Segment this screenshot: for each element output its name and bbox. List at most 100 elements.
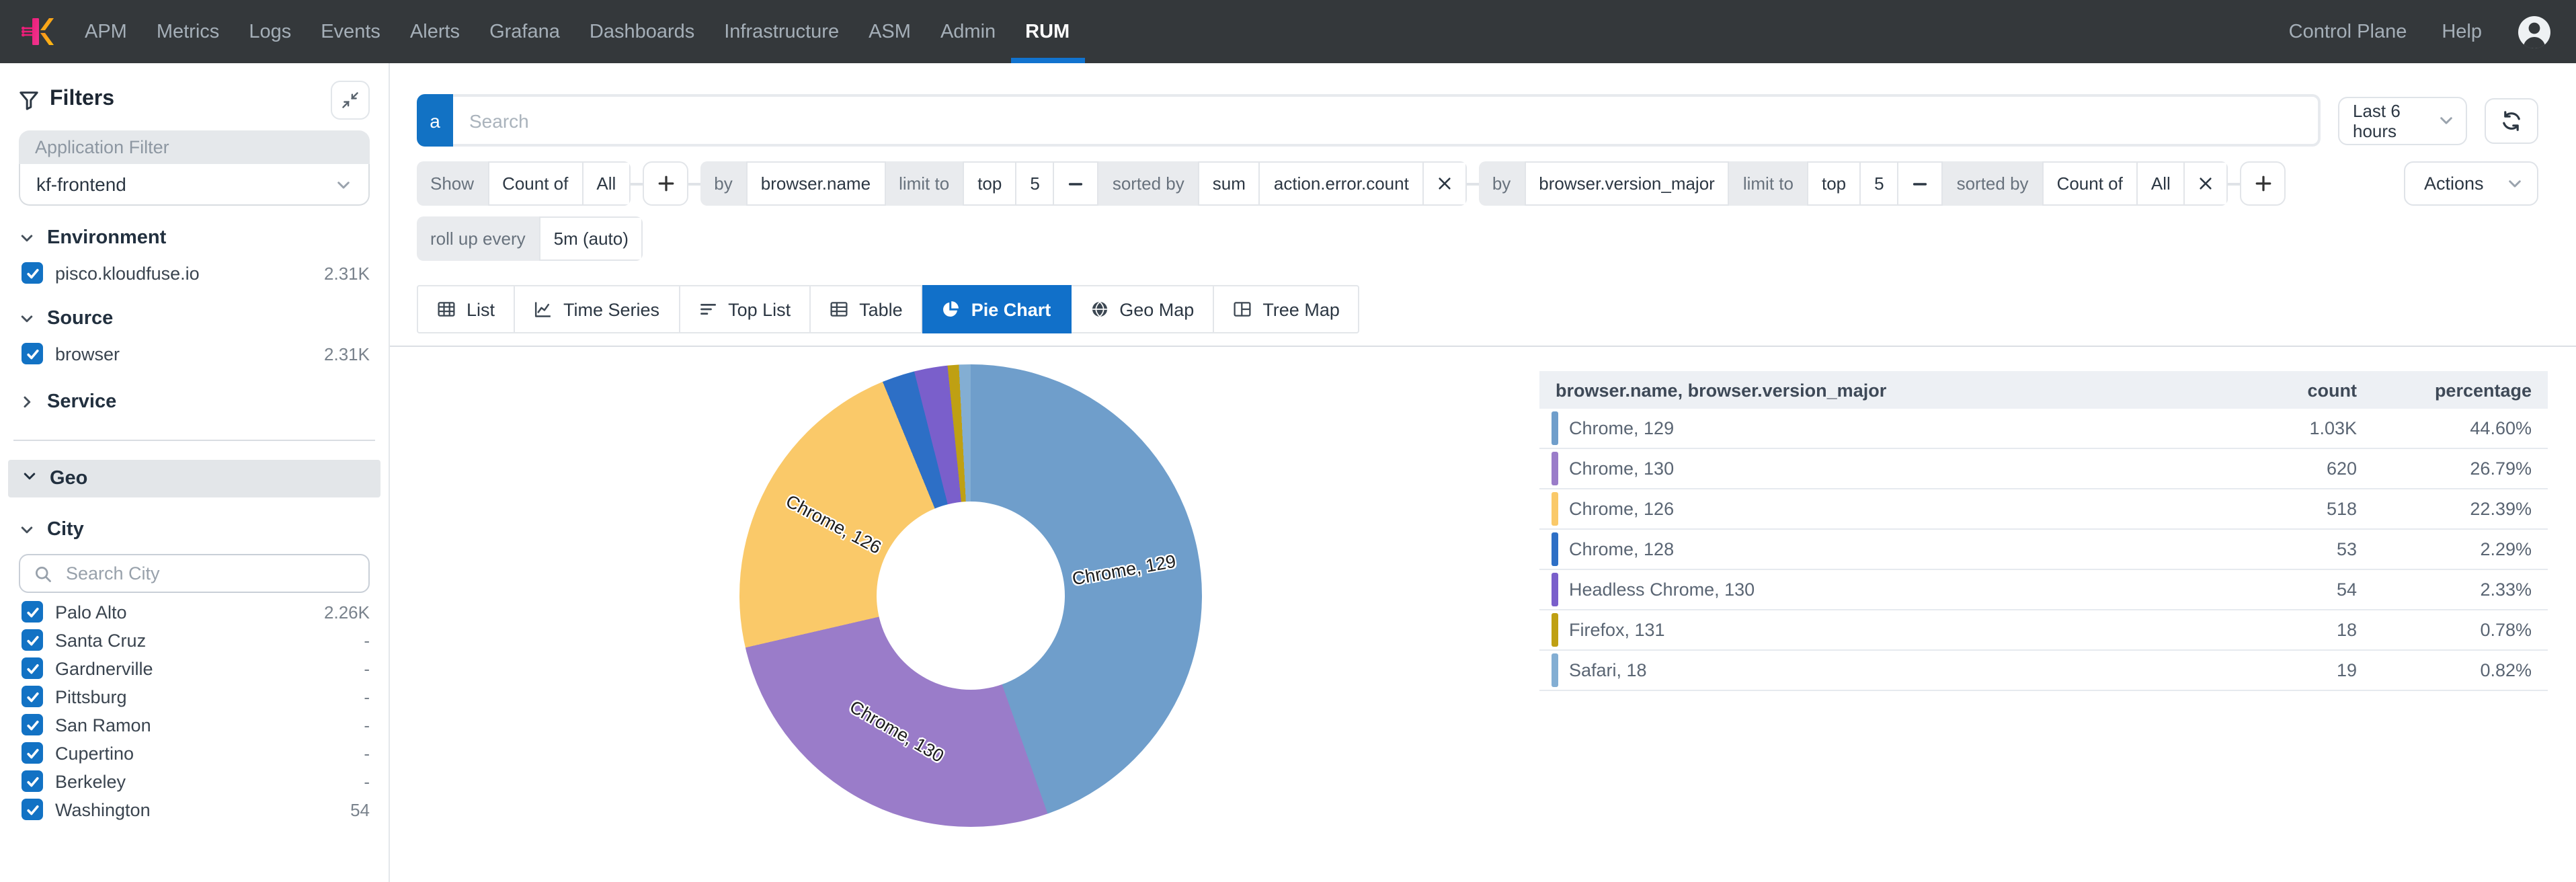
table-row[interactable]: Chrome, 130 620 26.79% [1539, 449, 2548, 489]
checkbox-checked[interactable] [22, 343, 43, 364]
checkbox-checked[interactable] [22, 686, 43, 707]
query-chip-browser-version-major[interactable]: browser.version_major [1524, 161, 1730, 206]
nav-item-infrastructure[interactable]: Infrastructure [724, 21, 840, 42]
filter-option-pittsburg[interactable]: Pittsburg - [19, 686, 370, 707]
section-service[interactable]: Service [19, 391, 370, 413]
checkbox-checked[interactable] [22, 714, 43, 735]
nav-help[interactable]: Help [2442, 21, 2482, 42]
application-filter-select[interactable]: kf-frontend [19, 164, 370, 206]
filter-option-label: Palo Alto [55, 602, 127, 622]
pie-chart[interactable]: Chrome, 129 Chrome, 130 Chrome, 126 [739, 364, 1202, 827]
query-chip-label-limit-to: limit to [899, 173, 950, 194]
kloudfuse-logo-icon[interactable] [20, 0, 56, 63]
remove-chip-button[interactable] [1054, 161, 1099, 206]
add-query-button[interactable] [2240, 161, 2286, 206]
filter-option-pisco-kloudfuse-io[interactable]: pisco.kloudfuse.io 2.31K [19, 262, 370, 284]
section-city[interactable]: City [19, 519, 370, 540]
query-chip-label-by: by [1492, 173, 1511, 194]
filter-option-browser[interactable]: browser 2.31K [19, 343, 370, 364]
nav-item-alerts[interactable]: Alerts [409, 21, 460, 42]
query-chip-all[interactable]: All [2137, 161, 2185, 206]
table-row[interactable]: Firefox, 131 18 0.78% [1539, 610, 2548, 651]
chevron-down-icon [19, 522, 35, 538]
tab-pie-chart[interactable]: Pie Chart [922, 285, 1072, 333]
nav-item-grafana[interactable]: Grafana [489, 21, 560, 42]
filter-option-washington[interactable]: Washington 54 [19, 799, 370, 820]
row-percentage: 44.60% [2470, 418, 2532, 438]
filter-option-count: - [364, 715, 370, 735]
query-chip-sum[interactable]: sum [1197, 161, 1260, 206]
filter-option-santa-cruz[interactable]: Santa Cruz - [19, 629, 370, 651]
query-chip-top[interactable]: top [1806, 161, 1861, 206]
checkbox-checked[interactable] [22, 629, 43, 651]
nav-item-apm[interactable]: APM [85, 21, 127, 42]
table-row[interactable]: Headless Chrome, 130 54 2.33% [1539, 570, 2548, 610]
tab-list[interactable]: List [417, 285, 516, 333]
filter-option-count: 2.26K [324, 602, 370, 622]
search-row: a Last 6 hours [417, 94, 2538, 147]
filter-option-cupertino[interactable]: Cupertino - [19, 742, 370, 764]
tab-tree-map[interactable]: Tree Map [1214, 285, 1360, 333]
user-avatar-icon[interactable] [2517, 14, 2552, 49]
nav-item-logs[interactable]: Logs [249, 21, 292, 42]
close-chip-button[interactable] [2185, 161, 2228, 206]
column-group-by: browser.name, browser.version_major [1556, 380, 1887, 400]
chevron-down-icon [2438, 112, 2455, 129]
row-count: 620 [2326, 458, 2357, 479]
section-environment[interactable]: Environment [19, 227, 370, 249]
nav-item-events[interactable]: Events [321, 21, 380, 42]
filter-option-gardnerville[interactable]: Gardnerville - [19, 657, 370, 679]
nav-item-dashboards[interactable]: Dashboards [589, 21, 695, 42]
row-count: 18 [2336, 620, 2357, 640]
checkbox-checked[interactable] [22, 601, 43, 623]
nav-item-metrics[interactable]: Metrics [156, 21, 220, 42]
filter-option-palo-alto[interactable]: Palo Alto 2.26K [19, 601, 370, 623]
search-input[interactable] [453, 94, 2321, 147]
table-row[interactable]: Chrome, 126 518 22.39% [1539, 489, 2548, 530]
add-query-button[interactable] [643, 161, 689, 206]
checkbox-checked[interactable] [22, 770, 43, 792]
checkbox-checked[interactable] [22, 742, 43, 764]
time-range-picker[interactable]: Last 6 hours [2338, 96, 2467, 145]
filter-option-san-ramon[interactable]: San Ramon - [19, 714, 370, 735]
tab-geo-map[interactable]: Geo Map [1071, 285, 1215, 333]
tab-label: Time Series [563, 299, 660, 319]
filter-option-berkeley[interactable]: Berkeley - [19, 770, 370, 792]
query-chip-count-of[interactable]: Count of [2042, 161, 2138, 206]
connector [1466, 182, 1479, 185]
query-chip-5[interactable]: 5 [1016, 161, 1055, 206]
city-search-input[interactable] [63, 562, 355, 585]
checkbox-checked[interactable] [22, 262, 43, 284]
refresh-button[interactable] [2485, 97, 2538, 143]
tab-top-list[interactable]: Top List [680, 285, 811, 333]
query-chip-5m-auto[interactable]: 5m (auto) [538, 216, 643, 261]
tab-time-series[interactable]: Time Series [515, 285, 680, 333]
nav-item-rum[interactable]: RUM [1010, 0, 1084, 63]
checkbox-checked[interactable] [22, 657, 43, 679]
tab-table[interactable]: Table [811, 285, 923, 333]
visualization-tabs: List Time Series Top List Table Pie Chart Geo… [417, 285, 2538, 333]
query-chip-count-of[interactable]: Count of [487, 161, 583, 206]
query-chip-all[interactable]: All [583, 161, 631, 206]
nav-control-plane[interactable]: Control Plane [2288, 21, 2407, 42]
nav-item-asm[interactable]: ASM [869, 21, 911, 42]
remove-chip-button[interactable] [1898, 161, 1943, 206]
query-chip-browser-name[interactable]: browser.name [746, 161, 886, 206]
actions-dropdown[interactable]: Actions [2404, 161, 2538, 206]
section-geo[interactable]: Geo [8, 460, 380, 497]
table-row[interactable]: Safari, 18 19 0.82% [1539, 651, 2548, 691]
row-count: 53 [2336, 539, 2357, 559]
close-chip-button[interactable] [1423, 161, 1467, 206]
query-chip-top[interactable]: top [963, 161, 1017, 206]
table-row[interactable]: Chrome, 128 53 2.29% [1539, 530, 2548, 570]
collapse-sidebar-button[interactable] [331, 80, 370, 119]
section-source[interactable]: Source [19, 308, 370, 329]
application-filter-value: kf-frontend [36, 173, 126, 195]
table-row[interactable]: Chrome, 129 1.03K 44.60% [1539, 409, 2548, 449]
query-chip-action-error-count[interactable]: action.error.count [1260, 161, 1424, 206]
checkbox-checked[interactable] [22, 799, 43, 820]
chevron-down-icon [2506, 175, 2524, 192]
nav-item-admin[interactable]: Admin [940, 21, 996, 42]
query-chip-5[interactable]: 5 [1861, 161, 1899, 206]
filter-option-label: Gardnerville [55, 658, 153, 678]
